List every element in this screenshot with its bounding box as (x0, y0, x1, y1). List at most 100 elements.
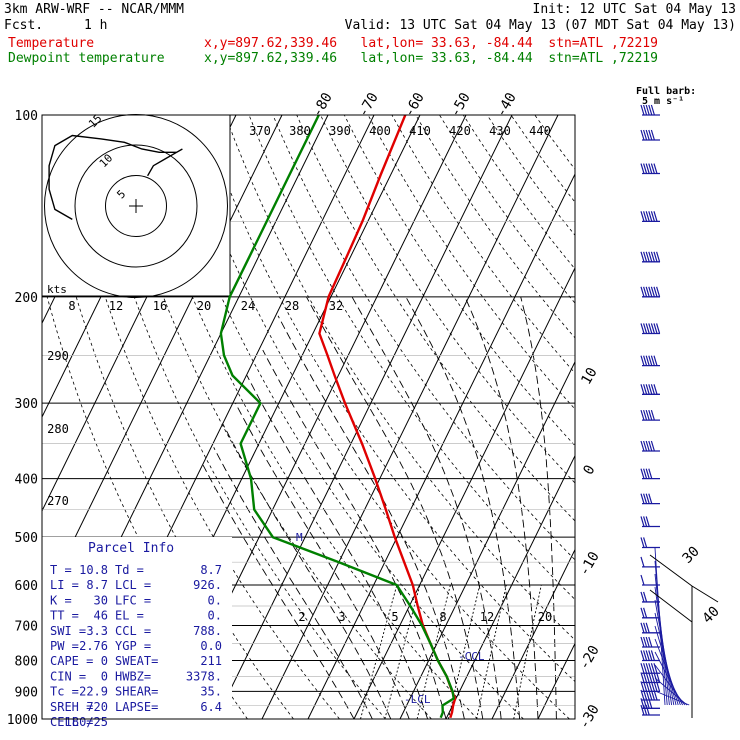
isotherm-line (491, 548, 575, 719)
wind-barb (640, 251, 661, 263)
wind-barb-flag (650, 355, 655, 366)
theta-label: 380 (289, 124, 311, 138)
wind-barb-flag (645, 650, 650, 661)
wind-barb (640, 129, 660, 141)
wind-barb-flag (640, 211, 645, 222)
wind-barb-flag (653, 286, 658, 297)
wind-barb-flag (645, 323, 650, 334)
wind-barb-flag (645, 163, 650, 174)
wind-barb (640, 672, 661, 684)
wind-barb-flag (640, 650, 645, 661)
wind-fan-line (654, 690, 690, 706)
parcel-info-cell: PW = (50, 639, 79, 653)
temperature-legend: Temperature (8, 36, 95, 51)
parcel-info-cell: 3378. (186, 669, 222, 683)
wind-barb-flag (643, 211, 648, 222)
parcel-info-cell: SHEAR= (115, 685, 158, 699)
parcel-info-cell: 3.3 (86, 624, 108, 638)
parcel-info-cell: 788. (193, 624, 222, 638)
dry-adiabat-line (296, 115, 575, 522)
parcel-info-cell: Td = (115, 563, 144, 577)
ccl-label: -CCL (458, 650, 485, 663)
wind-barb (640, 355, 660, 367)
wind-barb (640, 636, 660, 648)
wind-barb-flag (648, 636, 653, 648)
wind-barb-flag (650, 129, 655, 141)
theta-label: 420 (449, 124, 471, 138)
parcel-info-cell: 211 (200, 654, 222, 668)
theta-label: 280 (47, 422, 69, 436)
hodograph-speed-label: 32 (329, 299, 343, 313)
hodograph-units-label: kts (47, 283, 67, 296)
wind-barb-flag (643, 636, 648, 648)
dry-adiabat-line (415, 115, 575, 339)
wind-barb (640, 286, 661, 298)
isotherm-line (584, 115, 740, 719)
moist-adiabat-line (246, 375, 429, 719)
pressure-tick-label: 100 (15, 109, 38, 124)
parcel-info-cell: YGP = (115, 639, 151, 653)
wind-barb-flag (640, 129, 645, 141)
wind-fan-line (654, 625, 679, 706)
mixing-ratio-label: 3 (338, 610, 345, 624)
hodograph-speed-label: 24 (241, 299, 255, 313)
wind-barb-flag (650, 409, 655, 421)
theta-label: 390 (329, 124, 351, 138)
parcel-info-cell: T = (50, 563, 72, 577)
theta-label: 400 (369, 124, 391, 138)
pressure-tick-label: 200 (15, 291, 38, 306)
wind-speed-label: 40 (700, 604, 723, 627)
mixing-ratio-label: 5 (391, 610, 398, 624)
wind-barb-flag (648, 104, 653, 116)
wind-barb-flag (648, 468, 653, 479)
wind-fan-line (654, 638, 681, 706)
theta-label: 270 (47, 494, 69, 508)
barb-legend-title: Full barb: (636, 86, 696, 97)
wind-barb-flag (648, 286, 653, 297)
wind-barb-flag (650, 286, 655, 297)
wind-barb (640, 556, 660, 568)
parcel-info-cell: EL = (115, 609, 144, 623)
wind-barb-flag (645, 516, 650, 527)
lcl-label: -LCL (404, 693, 431, 706)
wind-barb-flag (650, 672, 655, 683)
forecast-hour: 1 h (84, 18, 108, 33)
init-time: Init: 12 UTC Sat 04 May 13 (532, 2, 737, 17)
wind-barb-flag (648, 251, 653, 262)
barb-legend-value: 5 m s⁻¹ (642, 96, 684, 107)
wind-barb-flag (650, 251, 655, 262)
wind-barb-flag (643, 537, 648, 548)
parcel-info-cell: 0 (101, 654, 108, 668)
wind-barb-flag (643, 163, 648, 174)
moist-adiabat-line (277, 315, 465, 719)
parcel-info-cell: 0.0 (200, 639, 222, 653)
dry-adiabat-line (534, 115, 575, 170)
wind-barb-flag (650, 384, 655, 395)
parcel-info-cell: 0 (101, 669, 108, 683)
dry-adiabat-line (510, 115, 575, 203)
wind-barb (640, 516, 660, 528)
wind-barb-flag (640, 689, 645, 701)
wind-barb (640, 650, 660, 662)
isotherm-line (42, 115, 283, 606)
wind-barb-flag (640, 286, 645, 297)
wind-barb-flag (650, 104, 655, 116)
wind-barb-flag (645, 251, 650, 262)
wind-barb-flag (643, 672, 648, 683)
wind-barb-flag (643, 409, 648, 421)
pressure-tick-label: 400 (15, 473, 38, 488)
parcel-info-cell: CCL = (115, 624, 151, 638)
wind-barb (640, 468, 660, 480)
wind-barb-flag (645, 663, 650, 674)
wind-barb-flag (640, 516, 645, 527)
wind-barb-flag (640, 663, 645, 674)
dewpoint-profile (219, 115, 455, 719)
theta-label: 290 (47, 349, 69, 363)
wind-speed-label: 30 (680, 544, 703, 567)
moist-adiabat-line (306, 296, 484, 719)
wind-barb-flag (645, 409, 650, 421)
parcel-info-title: Parcel Info (88, 541, 174, 556)
wind-barb-flag (640, 409, 645, 421)
dry-adiabat-line (320, 115, 575, 484)
